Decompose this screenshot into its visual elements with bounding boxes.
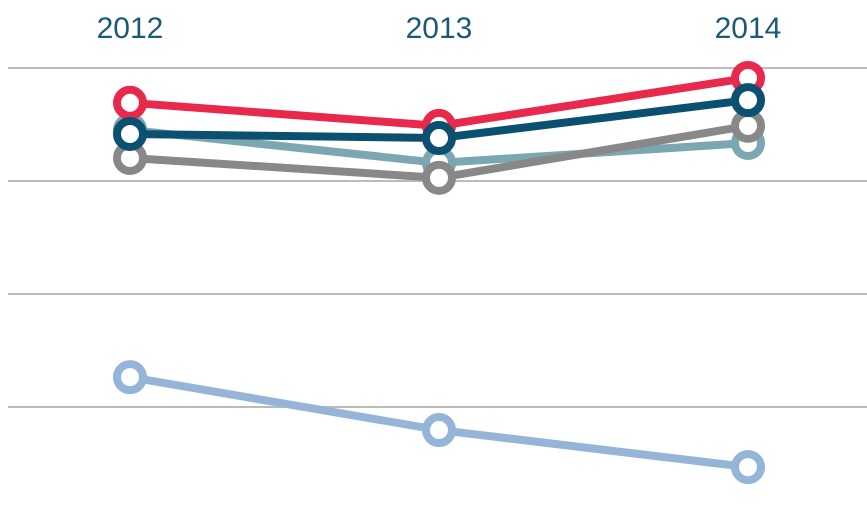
marker xyxy=(113,360,147,395)
marker xyxy=(113,116,147,151)
marker xyxy=(422,121,456,156)
x-tick-label: 2013 xyxy=(406,12,473,45)
marker xyxy=(422,160,456,195)
x-tick-label: 2014 xyxy=(715,12,782,45)
x-tick-label: 2012 xyxy=(97,12,164,45)
marker xyxy=(731,450,765,485)
marker xyxy=(731,83,765,118)
marker xyxy=(422,413,456,448)
marker xyxy=(113,85,147,120)
